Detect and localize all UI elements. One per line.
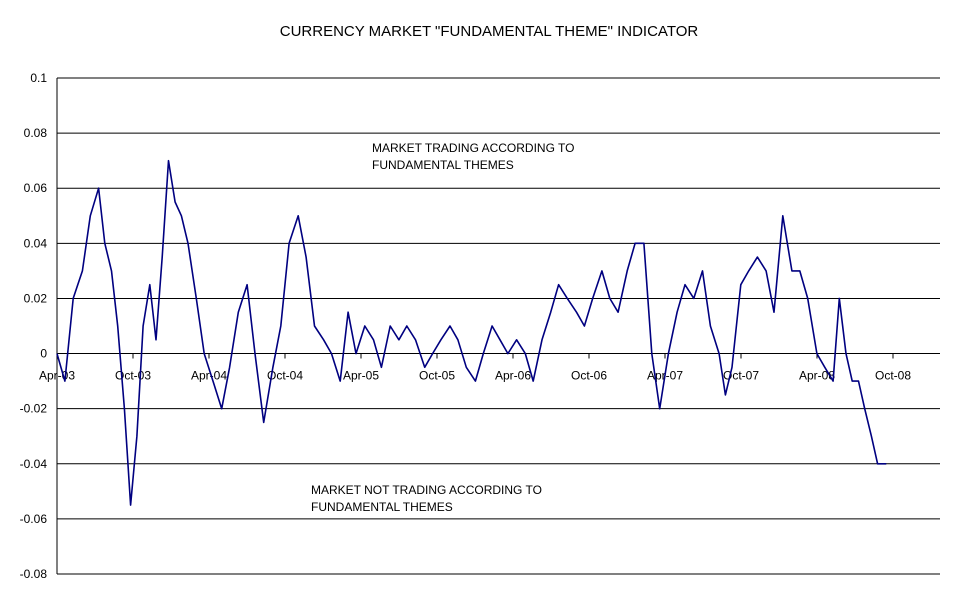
- x-tick-label: Oct-05: [419, 369, 455, 383]
- annotation-text: FUNDAMENTAL THEMES: [372, 158, 514, 172]
- y-tick-label: 0.02: [24, 291, 48, 305]
- series-group: [56, 159, 887, 506]
- x-tick-label: Oct-06: [571, 369, 607, 383]
- y-tick-label: 0.06: [24, 181, 48, 195]
- x-tick-label: Apr-05: [343, 369, 379, 383]
- series-line: [56, 159, 887, 506]
- annotation-text: MARKET TRADING ACCORDING TO: [372, 141, 574, 155]
- x-tick-label: Oct-08: [875, 369, 911, 383]
- x-tick-label: Oct-07: [723, 369, 759, 383]
- y-tick-label: 0.08: [24, 126, 48, 140]
- y-tick-label: 0: [40, 347, 47, 361]
- y-tick-label: -0.08: [20, 567, 48, 581]
- chart-title: CURRENCY MARKET "FUNDAMENTAL THEME" INDI…: [280, 23, 699, 40]
- x-axis-ticks: Apr-03 Oct-03 Apr-04 Oct-04 Apr-05 Oct-05 Apr-…: [39, 369, 911, 383]
- x-tick-label: Apr-03: [39, 369, 75, 383]
- x-tick-label: Apr-04: [191, 369, 227, 383]
- annotation-text: FUNDAMENTAL THEMES: [311, 500, 453, 514]
- x-tick-label: Apr-06: [495, 369, 531, 383]
- annotation-text: MARKET NOT TRADING ACCORDING TO: [311, 483, 542, 497]
- x-tick-label: Oct-04: [267, 369, 303, 383]
- y-tick-label: -0.06: [20, 512, 48, 526]
- x-tick-label: Oct-03: [115, 369, 151, 383]
- x-tick-label: Apr-08: [799, 369, 835, 383]
- annotations: MARKET TRADING ACCORDING TO FUNDAMENTAL T…: [311, 141, 574, 514]
- y-axis-ticks: 0.1 0.08 0.06 0.04 0.02 0 -0.02 -0.04 -0.06 -0.08: [20, 71, 48, 581]
- y-tick-label: 0.04: [24, 236, 48, 250]
- y-tick-label: -0.04: [20, 457, 48, 471]
- x-axis: [56, 353, 894, 359]
- y-tick-label: 0.1: [30, 71, 47, 85]
- y-tick-label: -0.02: [20, 402, 48, 416]
